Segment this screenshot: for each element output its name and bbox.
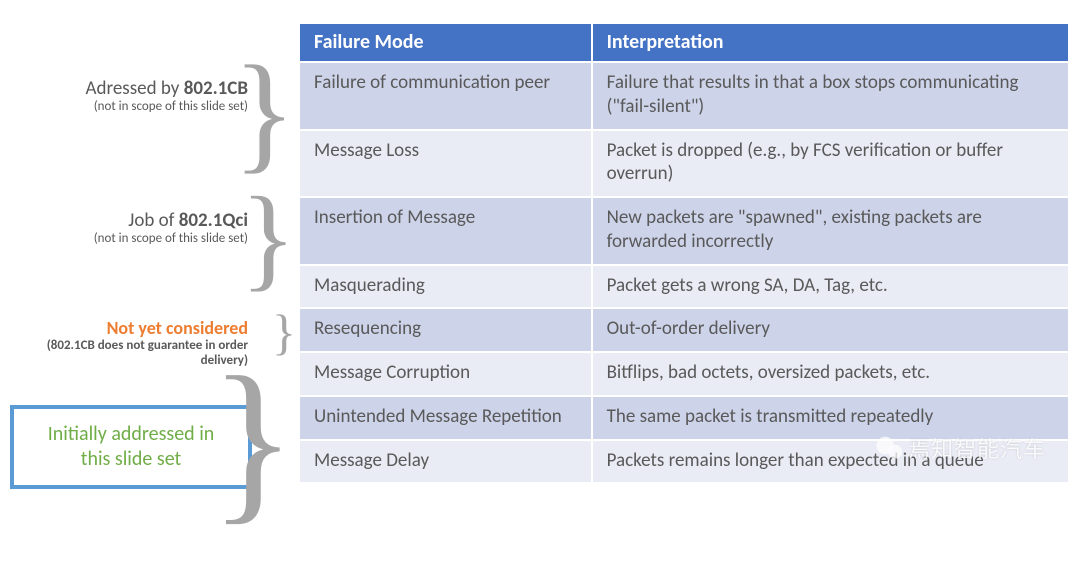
cell-interpretation: Packet gets a wrong SA, DA, Tag, etc.	[592, 265, 1069, 309]
annotation-title-prefix: Job of	[128, 209, 178, 232]
cell-interpretation: The same packet is transmitted repeatedl…	[592, 396, 1069, 440]
cell-failure-mode: Insertion of Message	[299, 197, 592, 265]
col-failure-mode: Failure Mode	[299, 23, 592, 62]
annotation-title: Job of 802.1Qci	[94, 210, 248, 232]
table-header-row: Failure Mode Interpretation	[299, 23, 1069, 62]
cell-failure-mode: Resequencing	[299, 308, 592, 352]
failure-mode-table: Failure Mode Interpretation Failure of c…	[298, 22, 1070, 484]
cell-interpretation: Failure that results in that a box stops…	[592, 62, 1069, 130]
cell-failure-mode: Message Loss	[299, 130, 592, 198]
annotation-subtitle: (not in scope of this slide set)	[86, 100, 249, 115]
cell-failure-mode: Failure of communication peer	[299, 62, 592, 130]
annotation-title-prefix: Adressed by	[86, 77, 184, 100]
table-row: Masquerading Packet gets a wrong SA, DA,…	[299, 265, 1069, 309]
annotation-title: Not yet considered	[28, 318, 248, 339]
cell-failure-mode: Message Corruption	[299, 352, 592, 396]
table-row: Failure of communication peer Failure th…	[299, 62, 1069, 130]
cell-failure-mode: Message Delay	[299, 440, 592, 484]
annotation-8021cb: Adressed by 802.1CB (not in scope of thi…	[86, 78, 249, 115]
table-row: Insertion of Message New packets are "sp…	[299, 197, 1069, 265]
annotation-title-bold: 802.1Qci	[179, 209, 248, 232]
annotation-8021qci: Job of 802.1Qci (not in scope of this sl…	[94, 210, 248, 247]
table-row: Message Delay Packets remains longer tha…	[299, 440, 1069, 484]
col-interpretation: Interpretation	[592, 23, 1069, 62]
table-row: Resequencing Out-of-order delivery	[299, 308, 1069, 352]
cell-interpretation: Packet is dropped (e.g., by FCS verifica…	[592, 130, 1069, 198]
cell-failure-mode: Unintended Message Repetition	[299, 396, 592, 440]
cell-interpretation: New packets are "spawned", existing pack…	[592, 197, 1069, 265]
cell-failure-mode: Masquerading	[299, 265, 592, 309]
annotation-title: Adressed by 802.1CB	[86, 78, 249, 100]
annotation-subtitle: (not in scope of this slide set)	[94, 232, 248, 247]
annotation-title: Initially addressed in this slide set	[31, 422, 231, 472]
cell-interpretation: Bitflips, bad octets, oversized packets,…	[592, 352, 1069, 396]
brace-column: } } } }	[270, 20, 298, 484]
cell-interpretation: Out-of-order delivery	[592, 308, 1069, 352]
table-row: Message Corruption Bitflips, bad octets,…	[299, 352, 1069, 396]
table-row: Message Loss Packet is dropped (e.g., by…	[299, 130, 1069, 198]
failure-mode-table-wrapper: Failure Mode Interpretation Failure of c…	[298, 20, 1070, 484]
table-row: Unintended Message Repetition The same p…	[299, 396, 1069, 440]
cell-interpretation: Packets remains longer than expected in …	[592, 440, 1069, 484]
